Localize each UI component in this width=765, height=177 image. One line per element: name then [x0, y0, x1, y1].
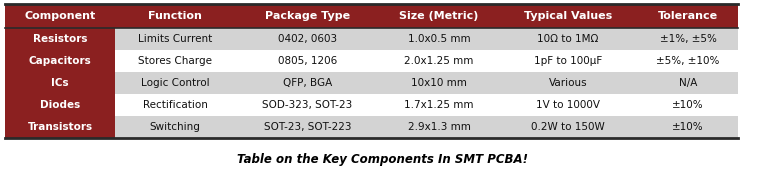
Text: Component: Component	[24, 11, 96, 21]
Bar	[235, 28, 380, 50]
Bar	[498, 94, 638, 116]
Bar	[498, 50, 638, 72]
Bar	[235, 72, 380, 94]
Text: SOD-323, SOT-23: SOD-323, SOT-23	[262, 100, 353, 110]
Text: ±1%, ±5%: ±1%, ±5%	[659, 34, 717, 44]
Text: ICs: ICs	[51, 78, 69, 88]
Text: Transistors: Transistors	[28, 122, 93, 132]
Text: Stores Charge: Stores Charge	[138, 56, 212, 66]
Bar	[638, 28, 738, 50]
Text: N/A: N/A	[679, 78, 697, 88]
Bar	[115, 50, 235, 72]
Text: Limits Current: Limits Current	[138, 34, 212, 44]
Bar	[115, 72, 235, 94]
Bar	[5, 50, 115, 72]
Text: Table on the Key Components In SMT PCBA!: Table on the Key Components In SMT PCBA!	[237, 153, 528, 166]
Bar	[380, 4, 498, 28]
Text: Package Type: Package Type	[265, 11, 350, 21]
Bar	[638, 50, 738, 72]
Bar	[638, 94, 738, 116]
Text: SOT-23, SOT-223: SOT-23, SOT-223	[264, 122, 351, 132]
Text: 1.0x0.5 mm: 1.0x0.5 mm	[408, 34, 470, 44]
Text: QFP, BGA: QFP, BGA	[283, 78, 332, 88]
Bar	[638, 72, 738, 94]
Bar	[380, 72, 498, 94]
Bar	[380, 116, 498, 138]
Bar	[498, 4, 638, 28]
Bar	[5, 116, 115, 138]
Text: Typical Values: Typical Values	[524, 11, 612, 21]
Bar	[380, 94, 498, 116]
Text: ±10%: ±10%	[672, 122, 704, 132]
Bar	[235, 116, 380, 138]
Bar	[5, 72, 115, 94]
Bar	[498, 72, 638, 94]
Text: Various: Various	[549, 78, 588, 88]
Bar	[115, 116, 235, 138]
Bar	[5, 94, 115, 116]
Text: 1.7x1.25 mm: 1.7x1.25 mm	[404, 100, 474, 110]
Bar	[235, 94, 380, 116]
Text: 0.2W to 150W: 0.2W to 150W	[531, 122, 605, 132]
Text: Diodes: Diodes	[40, 100, 80, 110]
Text: Tolerance: Tolerance	[658, 11, 718, 21]
Text: Capacitors: Capacitors	[28, 56, 91, 66]
Text: Function: Function	[148, 11, 202, 21]
Bar	[5, 4, 115, 28]
Bar	[380, 50, 498, 72]
Bar	[235, 50, 380, 72]
Text: Resistors: Resistors	[33, 34, 87, 44]
Text: 1pF to 100μF: 1pF to 100μF	[534, 56, 602, 66]
Text: Size (Metric): Size (Metric)	[399, 11, 479, 21]
Bar	[380, 28, 498, 50]
Text: Rectification: Rectification	[142, 100, 207, 110]
Bar	[115, 28, 235, 50]
Text: ±10%: ±10%	[672, 100, 704, 110]
Text: 1V to 1000V: 1V to 1000V	[536, 100, 600, 110]
Bar	[115, 4, 235, 28]
Text: 10Ω to 1MΩ: 10Ω to 1MΩ	[537, 34, 599, 44]
Bar	[498, 116, 638, 138]
Text: 2.0x1.25 mm: 2.0x1.25 mm	[405, 56, 474, 66]
Text: 0402, 0603: 0402, 0603	[278, 34, 337, 44]
Text: Logic Control: Logic Control	[141, 78, 210, 88]
Text: 0805, 1206: 0805, 1206	[278, 56, 337, 66]
Bar	[115, 94, 235, 116]
Bar	[638, 4, 738, 28]
Bar	[638, 116, 738, 138]
Bar	[235, 4, 380, 28]
Bar	[5, 28, 115, 50]
Text: Switching: Switching	[150, 122, 200, 132]
Text: ±5%, ±10%: ±5%, ±10%	[656, 56, 720, 66]
Text: 2.9x1.3 mm: 2.9x1.3 mm	[408, 122, 470, 132]
Text: 10x10 mm: 10x10 mm	[411, 78, 467, 88]
Bar	[498, 28, 638, 50]
